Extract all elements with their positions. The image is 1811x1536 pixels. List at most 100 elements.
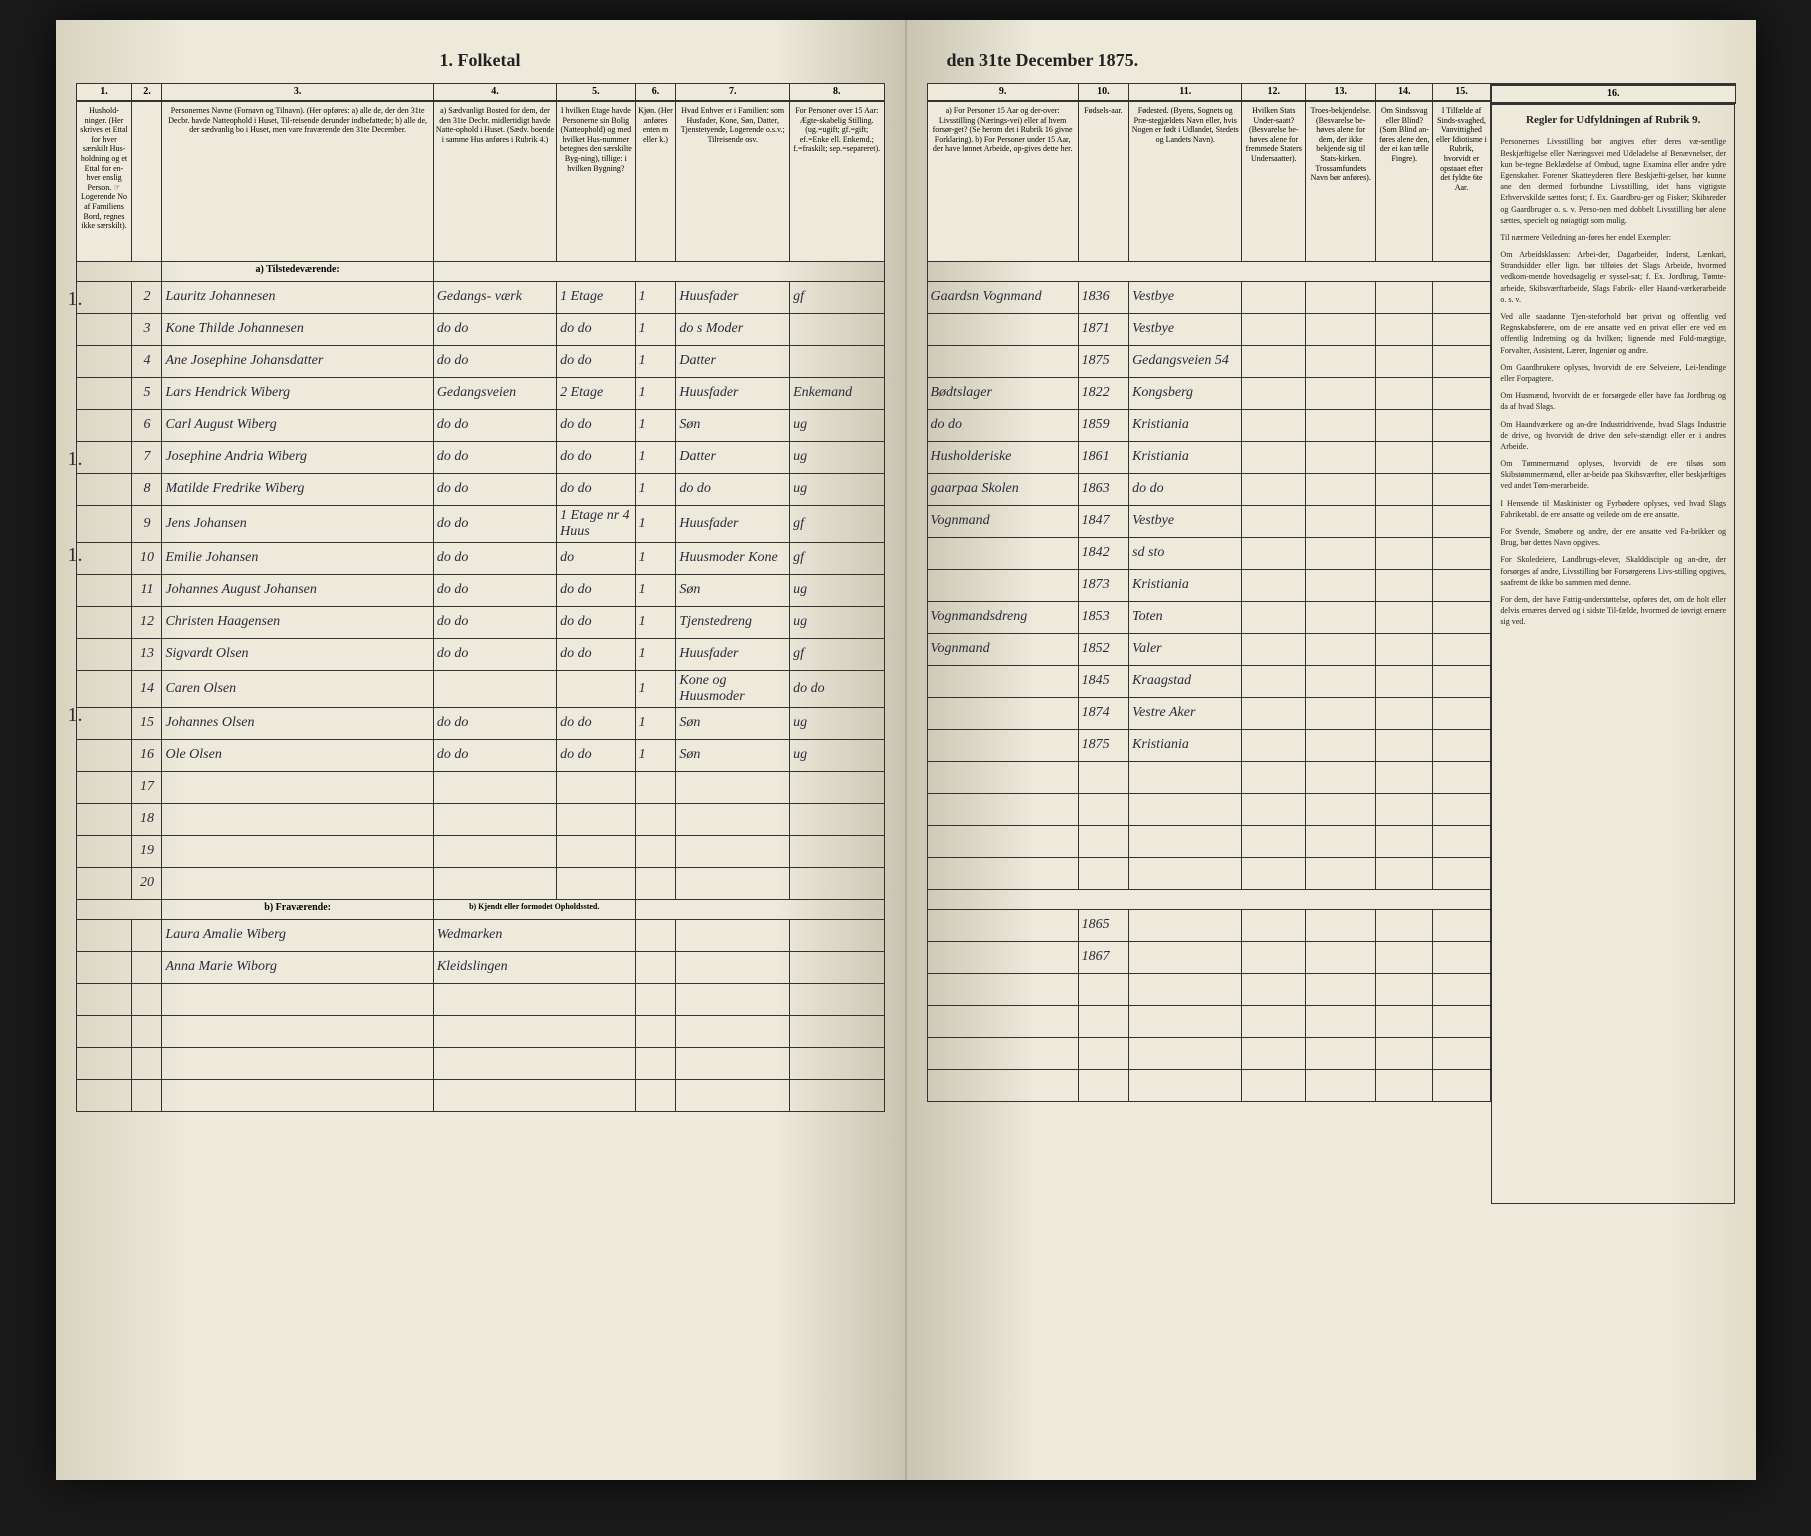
person-name: Ane Josephine Johansdatter	[162, 345, 433, 377]
disability-age	[1433, 569, 1491, 601]
marital-status: ug	[790, 473, 884, 505]
page-title-left: 1. Folketal	[76, 50, 885, 71]
religion	[1306, 665, 1376, 697]
rules-title: Regler for Udfyldningen af Rubrik 9.	[1500, 113, 1726, 128]
household-tally-mark: 1.	[68, 288, 83, 311]
person-name: Sigvardt Olsen	[162, 638, 433, 670]
household-mark	[76, 670, 132, 707]
religion	[1306, 345, 1376, 377]
floor: 1 Etage nr 4 Huus	[557, 505, 636, 542]
residence	[433, 835, 556, 867]
religion	[1306, 633, 1376, 665]
citizenship	[1242, 409, 1306, 441]
col-num: 2.	[132, 84, 162, 102]
birth-year: 1822	[1078, 377, 1128, 409]
birth-year: 1842	[1078, 537, 1128, 569]
family-role: Huusfader	[676, 281, 790, 313]
absent-row-right: 1865	[927, 909, 1490, 941]
person-name: Kone Thilde Johannesen	[162, 313, 433, 345]
row-number: 17	[132, 771, 162, 803]
household-mark	[76, 409, 132, 441]
census-row-right: Bødtslager 1822 Kongsberg	[927, 377, 1490, 409]
birth-year: 1861	[1078, 441, 1128, 473]
person-name: Lauritz Johannesen	[162, 281, 433, 313]
rules-paragraph: Om Arbeidsklassen: Arbei-der, Dagarbeide…	[1500, 249, 1726, 305]
family-role: Tjenstedreng	[676, 606, 790, 638]
religion	[1306, 281, 1376, 313]
disability-age	[1433, 473, 1491, 505]
marital-status: ug	[790, 606, 884, 638]
birth-year: 1852	[1078, 633, 1128, 665]
row-number: 3	[132, 313, 162, 345]
occupation	[927, 825, 1078, 857]
birthplace: Gedangsveien 54	[1129, 345, 1242, 377]
occupation: Bødtslager	[927, 377, 1078, 409]
citizenship	[1242, 825, 1306, 857]
sex: 1	[635, 606, 676, 638]
header-marital: For Personer over 15 Aar: Ægte-skabelig …	[790, 101, 884, 261]
disability-age	[1433, 441, 1491, 473]
disability	[1376, 633, 1433, 665]
census-table-right: 9. 10. 11. 12. 13. 14. 15. a) For Person…	[927, 83, 1491, 1102]
birth-year: 1875	[1078, 729, 1128, 761]
sex: 1	[635, 313, 676, 345]
marital-status: gf	[790, 281, 884, 313]
occupation: Gaardsn Vognmand	[927, 281, 1078, 313]
religion	[1306, 313, 1376, 345]
rules-paragraph: Ved alle saadanne Tjen-steforhold bør pr…	[1500, 311, 1726, 356]
birth-year: 1875	[1078, 345, 1128, 377]
disability	[1376, 377, 1433, 409]
census-row: 9 Jens Johansen do do 1 Etage nr 4 Huus …	[76, 505, 884, 542]
census-row-right	[927, 825, 1490, 857]
religion	[1306, 697, 1376, 729]
disability-age	[1433, 505, 1491, 537]
disability-age	[1433, 793, 1491, 825]
residence	[433, 803, 556, 835]
birthplace: Vestre Aker	[1129, 697, 1242, 729]
person-name: Emilie Johansen	[162, 542, 433, 574]
residence: do do	[433, 345, 556, 377]
disability-age	[1433, 729, 1491, 761]
marital-status: ug	[790, 441, 884, 473]
col-num: 1.	[76, 84, 132, 102]
household-mark	[76, 835, 132, 867]
floor: 1 Etage	[557, 281, 636, 313]
row-number: 13	[132, 638, 162, 670]
census-row: 15 Johannes Olsen do do do do 1 Søn ug	[76, 707, 884, 739]
disability-age	[1433, 313, 1491, 345]
row-number: 10	[132, 542, 162, 574]
citizenship	[1242, 313, 1306, 345]
family-role: Søn	[676, 739, 790, 771]
family-role: Datter	[676, 345, 790, 377]
census-row-right: 1873 Kristiania	[927, 569, 1490, 601]
absent-place: Wedmarken	[433, 919, 635, 951]
birth-year: 1853	[1078, 601, 1128, 633]
citizenship	[1242, 697, 1306, 729]
floor: do	[557, 542, 636, 574]
birth-year: 1863	[1078, 473, 1128, 505]
birthplace: do do	[1129, 473, 1242, 505]
occupation: Vognmandsdreng	[927, 601, 1078, 633]
birthplace: Kristiania	[1129, 729, 1242, 761]
marital-status	[790, 803, 884, 835]
marital-status	[790, 345, 884, 377]
census-row-right: 1875 Kristiania	[927, 729, 1490, 761]
citizenship	[1242, 761, 1306, 793]
census-book: 1. Folketal 1. 2. 3. 4. 5. 6. 7. 8. Hush…	[56, 20, 1756, 1480]
family-role: do s Moder	[676, 313, 790, 345]
residence: do do	[433, 542, 556, 574]
family-role	[676, 867, 790, 899]
residence: Gedangsveien	[433, 377, 556, 409]
section-present-label: a) Tilstedeværende:	[162, 261, 433, 281]
sex: 1	[635, 377, 676, 409]
disability	[1376, 793, 1433, 825]
marital-status	[790, 867, 884, 899]
header-birthplace: Fødested. (Byens, Sognets og Præ-stegjæl…	[1129, 101, 1242, 261]
census-row-right	[927, 793, 1490, 825]
header-religion: Troes-bekjendelse. (Besvarelse be-høves …	[1306, 101, 1376, 261]
census-row: 17	[76, 771, 884, 803]
census-row-right: Vognmandsdreng 1853 Toten	[927, 601, 1490, 633]
citizenship	[1242, 345, 1306, 377]
floor: do do	[557, 739, 636, 771]
family-role: do do	[676, 473, 790, 505]
